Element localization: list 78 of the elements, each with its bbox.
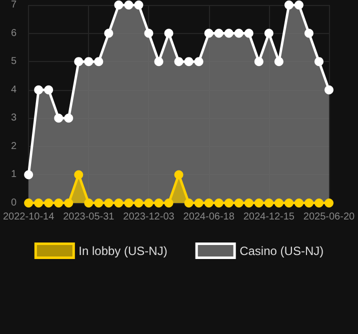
y-tick-label: 0 [11,198,18,208]
point [214,198,224,208]
point [214,28,224,38]
point [324,85,334,94]
point [34,85,44,94]
point [94,198,104,208]
point [124,0,134,10]
point [144,28,154,38]
point [294,0,304,10]
point [44,85,54,94]
point [284,0,294,10]
point [94,57,104,66]
point [264,28,274,38]
point [224,198,234,208]
point [234,28,244,38]
point [234,198,244,208]
point [114,0,124,10]
point [54,114,64,123]
point [64,114,74,123]
y-tick-label: 4 [11,84,18,96]
point [84,57,94,66]
point [204,28,214,38]
point [134,198,144,208]
point [164,28,174,38]
point [324,198,334,208]
point [314,57,324,66]
point [84,198,94,208]
point [64,198,74,208]
point [244,28,254,38]
point [44,198,54,208]
point [104,198,114,208]
point [114,198,124,208]
point [284,198,294,208]
point [304,28,314,38]
point [54,198,64,208]
x-tick-label: 2024-12-15 [243,212,295,222]
point [74,57,84,66]
x-tick-label: 2023-12-03 [123,212,175,222]
x-tick-label: 2025-06-20 [303,212,356,222]
point [154,57,164,66]
point [304,198,314,208]
x-tick-label: 2022-10-14 [3,212,55,222]
legend-label: Casino (US-NJ) [240,244,324,258]
point [204,198,214,208]
point [194,57,204,66]
y-tick-label: 6 [11,28,18,39]
point [164,198,174,208]
point [104,28,114,38]
y-tick-label: 2 [11,140,18,152]
point [244,198,254,208]
point [124,198,134,208]
point [254,57,264,66]
point [274,198,284,208]
point [24,170,34,180]
point [184,198,194,208]
point [274,57,284,66]
point [194,198,204,208]
point [74,170,84,180]
point [294,198,304,208]
point [184,57,194,66]
point [264,198,274,208]
y-tick-label: 7 [11,0,18,10]
point [254,198,264,208]
point [174,170,184,180]
point [314,198,324,208]
x-tick-label: 2024-06-18 [183,212,235,222]
y-tick-label: 5 [11,56,18,68]
point [224,28,234,38]
y-tick-label: 1 [11,169,18,180]
y-tick-label: 3 [11,112,18,124]
point [144,198,154,208]
point [174,57,184,66]
point [24,198,34,208]
point [34,198,44,208]
legend-label: In lobby (US-NJ) [78,244,168,258]
x-tick-label: 2023-05-31 [63,212,115,222]
point [134,0,144,10]
point [154,198,164,208]
